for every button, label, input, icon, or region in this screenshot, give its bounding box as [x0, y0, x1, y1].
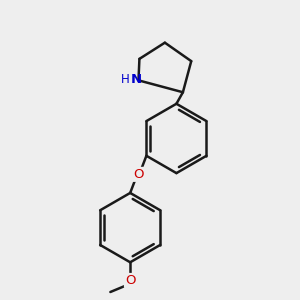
- Text: O: O: [133, 168, 143, 181]
- Text: O: O: [125, 274, 135, 287]
- Text: N: N: [130, 73, 141, 86]
- Text: H: H: [121, 73, 130, 86]
